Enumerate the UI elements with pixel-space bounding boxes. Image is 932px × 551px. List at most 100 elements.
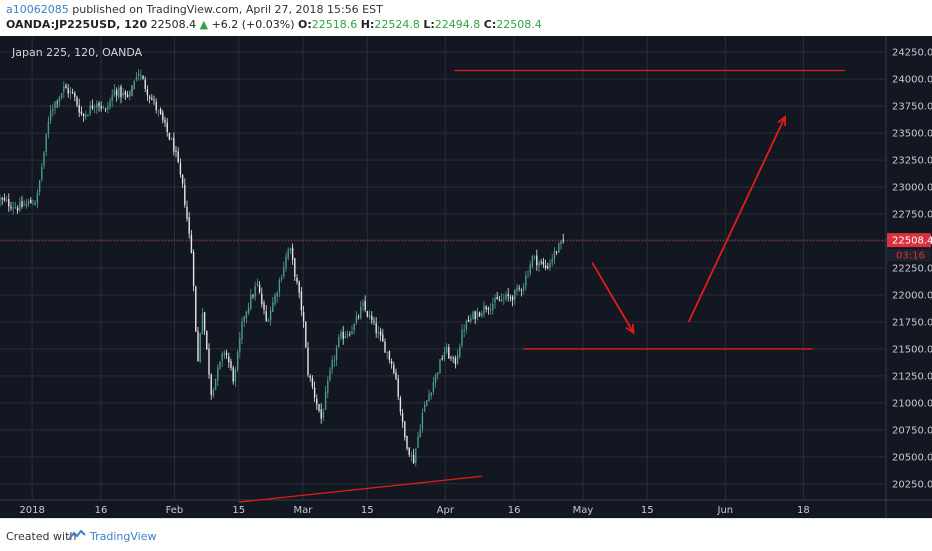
candle-body [10, 206, 12, 209]
candle-body [483, 305, 485, 314]
candle-body [421, 412, 424, 429]
price-tick-label: 20750.0 [892, 425, 932, 436]
candle-body [219, 361, 221, 369]
candle-body [71, 92, 74, 94]
candle-body [179, 162, 182, 175]
candle-body [69, 91, 72, 94]
candle-body [430, 392, 432, 396]
candle-body [472, 312, 474, 319]
candle-body [324, 391, 327, 410]
candle-body [439, 359, 441, 374]
candle-body [533, 255, 536, 257]
time-tick-label: Jun [717, 505, 734, 516]
candle-body [437, 372, 439, 375]
candle-body [186, 206, 188, 219]
candle-body [120, 86, 122, 98]
candle-body [294, 258, 296, 277]
candle-body [514, 289, 516, 300]
candle-body [221, 353, 223, 361]
candle-body [305, 322, 307, 348]
candle-body [518, 287, 520, 289]
candle-body [212, 389, 215, 396]
candle-body [142, 75, 144, 80]
candle-body [399, 397, 402, 412]
candle-body [197, 331, 199, 362]
candle-body [78, 104, 80, 113]
chart-area[interactable]: 20250.0 20500.0 20750.0 21000.0 21250.0 21500… [0, 36, 932, 518]
candle-body [476, 311, 479, 318]
candle-body [254, 286, 256, 297]
high-label: H: [360, 18, 375, 31]
arrow-up-shaft [687, 116, 786, 323]
candle-body [417, 436, 419, 448]
candle-body [118, 87, 120, 98]
price-tick-label: 24250.0 [892, 48, 932, 59]
price-chart[interactable]: 20250.0 20500.0 20750.0 21000.0 21250.0 21500… [0, 36, 932, 518]
candle-body [111, 95, 113, 102]
candle-body [465, 320, 468, 330]
candle-body [82, 113, 85, 117]
candle-body [401, 412, 404, 422]
candle-body [157, 109, 160, 111]
candle-body [27, 201, 30, 205]
candle-body [379, 331, 382, 336]
candle-body [230, 360, 232, 368]
time-tick-label: May [573, 505, 594, 516]
footer: Created with TradingView [0, 518, 932, 551]
candle-body [382, 334, 384, 342]
candle-body [395, 372, 397, 379]
candle-body [107, 106, 109, 110]
time-tick-label: 2018 [19, 505, 44, 516]
price-tick-label: 23750.0 [892, 102, 932, 113]
candle-body [153, 99, 155, 101]
candle-body [291, 247, 294, 260]
time-tick-label: 15 [641, 505, 654, 516]
candle-body [60, 92, 63, 98]
candle-body [485, 306, 487, 310]
candle-body [426, 400, 428, 406]
candle-body [311, 378, 314, 387]
symbol-label: OANDA:JP225USD, 120 [6, 18, 148, 31]
candle-body [43, 152, 45, 166]
candle-body [410, 455, 413, 457]
candle-body [80, 111, 83, 114]
candle-body [137, 74, 140, 77]
tradingview-logo-icon[interactable] [68, 529, 86, 541]
candle-body [76, 97, 78, 106]
candle-body [338, 337, 340, 348]
candle-body [520, 289, 523, 291]
candle-body [527, 274, 529, 276]
candle-body [503, 298, 505, 300]
candle-body [131, 89, 133, 91]
tradingview-brand[interactable]: TradingView [90, 530, 157, 543]
candle-body [459, 346, 461, 357]
candle-body [214, 378, 217, 391]
candle-body [333, 359, 336, 361]
open-label: O: [298, 18, 312, 31]
candle-body [496, 296, 498, 300]
candle-body [452, 357, 454, 359]
candle-body [272, 302, 274, 313]
candle-body [445, 346, 448, 353]
candle-body [170, 139, 173, 140]
publisher-link[interactable]: a10062085 [6, 3, 69, 16]
candle-body [1, 197, 3, 200]
candle-body [87, 114, 89, 116]
candle-body [481, 313, 483, 316]
candle-body [542, 261, 545, 265]
candle-body [489, 308, 492, 311]
time-tick-label: 18 [797, 505, 810, 516]
candle-body [263, 303, 265, 310]
high-value: 22524.8 [374, 18, 420, 31]
candle-body [256, 283, 259, 286]
candle-body [511, 296, 514, 301]
candle-body [500, 299, 503, 302]
candle-body [364, 301, 366, 310]
last-price-tag [887, 233, 931, 248]
candle-body [8, 198, 10, 207]
time-tick-label: Apr [437, 505, 455, 516]
candle-body [223, 352, 226, 355]
candle-body [340, 332, 342, 338]
price-tick-label: 24000.0 [892, 75, 932, 86]
candle-body [267, 320, 270, 322]
